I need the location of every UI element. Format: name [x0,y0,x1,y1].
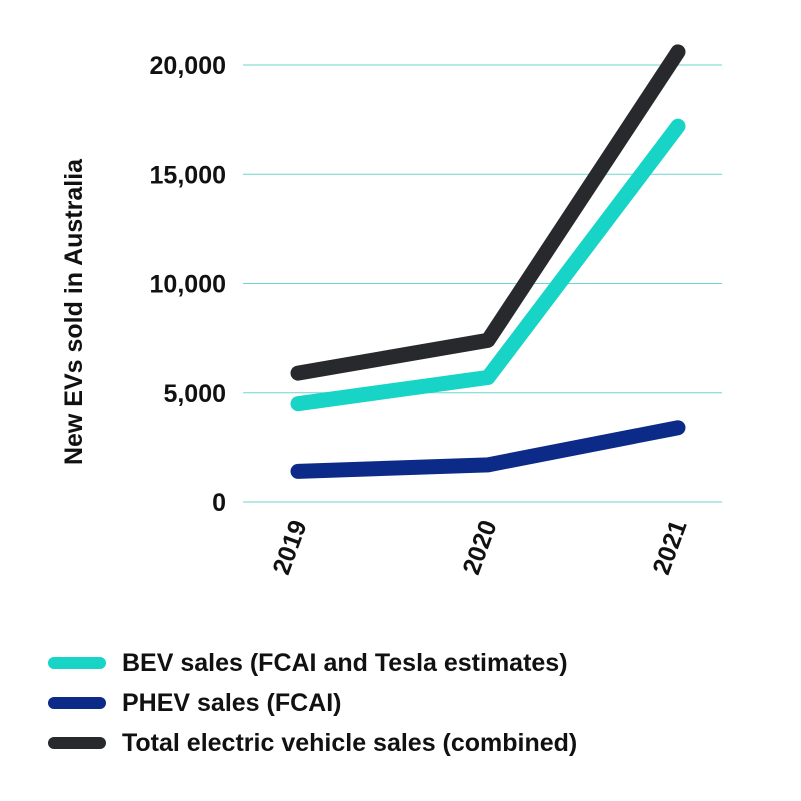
legend-item-bev: BEV sales (FCAI and Tesla estimates) [48,643,577,683]
legend-swatch-bev [48,657,106,669]
legend-label-phev: PHEV sales (FCAI) [122,688,342,717]
legend-item-total: Total electric vehicle sales (combined) [48,723,577,763]
y-tick-label: 0 [212,489,226,517]
legend: BEV sales (FCAI and Tesla estimates) PHE… [48,643,577,763]
legend-item-phev: PHEV sales (FCAI) [48,683,577,723]
series-line-total [290,44,686,381]
y-axis-title: New EVs sold in Australia [60,158,88,465]
y-tick-label: 20,000 [150,52,226,80]
legend-swatch-phev [48,697,106,709]
x-axis-tick-labels: 2019 2020 2021 [267,516,692,578]
series-lines [290,44,686,479]
x-tick-label: 2021 [647,516,692,578]
series-line-phev [290,420,686,479]
legend-label-bev: BEV sales (FCAI and Tesla estimates) [122,648,568,677]
y-tick-label: 10,000 [150,271,226,299]
x-tick-label: 2019 [267,516,312,578]
series-line-bev [290,118,686,412]
legend-swatch-total [48,737,106,749]
y-tick-label: 15,000 [150,161,226,189]
y-tick-label: 5,000 [163,380,226,408]
y-axis-tick-labels: 0 5,000 10,000 15,000 20,000 [150,52,226,517]
x-tick-label: 2020 [457,516,502,578]
legend-label-total: Total electric vehicle sales (combined) [122,728,578,757]
